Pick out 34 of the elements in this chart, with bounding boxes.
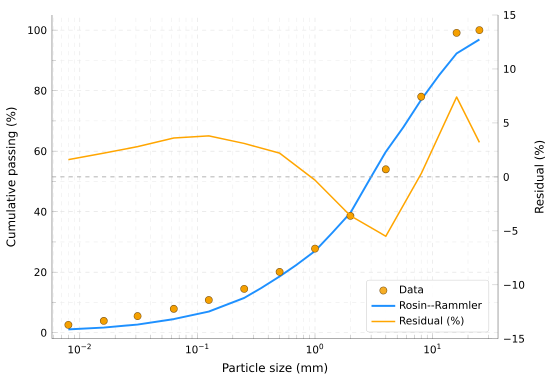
y-tick-label: 0 bbox=[41, 328, 46, 337]
y2-axis-title: Residual (%) bbox=[534, 140, 545, 213]
legend-label: Rosin--Rammler bbox=[400, 301, 482, 310]
x-tick-label: 10$^{−1}$ bbox=[186, 344, 208, 354]
y2-tick-label: 5 bbox=[504, 119, 509, 127]
point bbox=[64, 321, 72, 329]
legend-label: Residual (%) bbox=[400, 316, 464, 326]
y2-tick-label: 0 bbox=[504, 173, 509, 181]
y2-tick-label: −5 bbox=[504, 227, 518, 235]
legend-label: Data bbox=[400, 286, 423, 294]
y-axis-title: Cumulative passing (%) bbox=[6, 108, 18, 247]
y-tick-label: 60 bbox=[34, 147, 46, 156]
y-tick-label: 100 bbox=[28, 26, 46, 34]
y2-tick-label: −15 bbox=[504, 335, 524, 343]
point bbox=[240, 285, 248, 293]
y-tick-label: 20 bbox=[34, 268, 46, 276]
y2-tick-label: 15 bbox=[504, 11, 516, 19]
point bbox=[276, 268, 284, 276]
x-axis-title: Particle size (mm) bbox=[223, 363, 328, 374]
x-tick-label: 10$^{−2}$ bbox=[68, 344, 91, 354]
point bbox=[311, 244, 319, 253]
point bbox=[100, 317, 108, 325]
point bbox=[134, 312, 142, 320]
point bbox=[452, 29, 460, 37]
y2-tick-label: −10 bbox=[504, 280, 524, 289]
point bbox=[204, 296, 213, 304]
x-tick-label: 10$^{1}$ bbox=[424, 344, 441, 354]
y-tick-label: 80 bbox=[34, 86, 46, 95]
point bbox=[417, 92, 426, 101]
point bbox=[382, 166, 390, 174]
x-tick-label: 10$^{0}$ bbox=[306, 344, 324, 354]
y-tick-label: 40 bbox=[34, 208, 46, 216]
y2-tick-label: 10 bbox=[504, 65, 516, 74]
point bbox=[170, 305, 178, 313]
